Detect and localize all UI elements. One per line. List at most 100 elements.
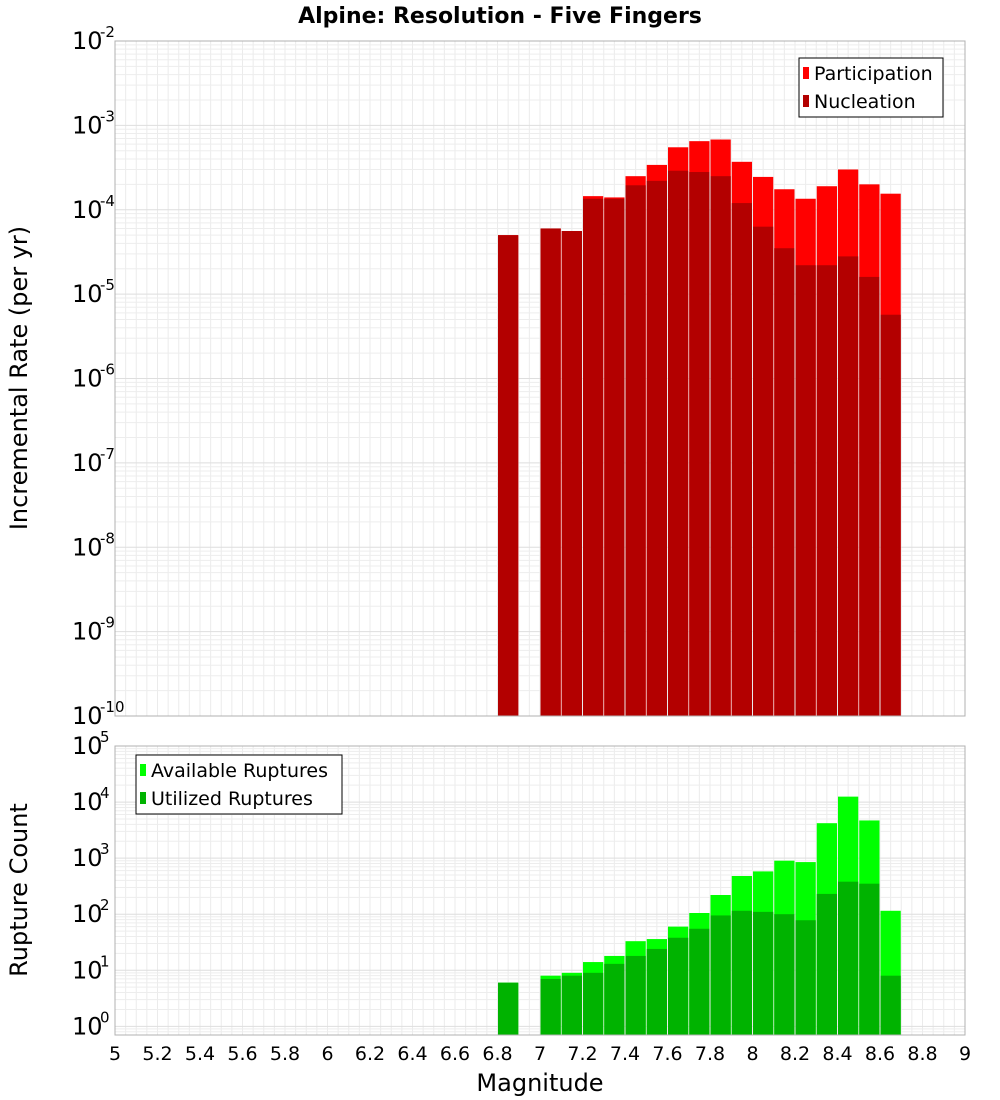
count-x-ticks: 5 5.2 5.4 5.6 5.8 6 6.2 6.4 6.6 6.8 7 7.2 7.4 7.6 7.8 8… (109, 1043, 971, 1065)
bar-nucleation (646, 180, 667, 716)
x-tick-label: 7.8 (695, 1043, 725, 1065)
count-plot-frame (114, 745, 966, 1036)
y-tick-label-base: 10 (72, 732, 103, 760)
y-tick-label-base: 10 (72, 1012, 103, 1040)
x-tick-label: 8 (746, 1043, 758, 1065)
y-tick-label-exponent: -8 (100, 529, 115, 547)
legend-label: Participation (814, 63, 933, 85)
bar-nucleation (816, 265, 837, 716)
legend-swatch (140, 764, 146, 776)
y-tick-label-base: 10 (72, 956, 103, 984)
x-axis-label: Magnitude (476, 1069, 603, 1097)
y-tick-label-base: 10 (72, 27, 103, 55)
bar-utilized-ruptures (838, 881, 859, 1035)
y-tick-label-exponent: -4 (100, 192, 115, 210)
legend-swatch (803, 67, 809, 79)
x-tick-label: 7.2 (567, 1043, 597, 1065)
legend-label: Available Ruptures (151, 760, 328, 782)
bar-nucleation (625, 185, 646, 717)
bar-nucleation (710, 176, 731, 716)
x-tick-label: 7.6 (652, 1043, 682, 1065)
x-tick-label: 5.4 (185, 1043, 215, 1065)
y-tick-label-exponent: -6 (100, 361, 115, 379)
bar-utilized-ruptures (795, 920, 816, 1035)
bar-nucleation (689, 172, 710, 716)
x-tick-label: 8.8 (907, 1043, 937, 1065)
bar-utilized-ruptures (880, 975, 901, 1035)
bar-utilized-ruptures (731, 910, 752, 1035)
bar-nucleation (498, 235, 519, 716)
legend-box (135, 754, 343, 815)
y-tick-label-exponent: 4 (100, 784, 110, 802)
x-tick-label: 7.4 (610, 1043, 640, 1065)
y-tick-label-base: 10 (72, 280, 103, 308)
bar-nucleation (604, 198, 625, 717)
legend-label: Utilized Ruptures (151, 788, 313, 810)
bar-nucleation (668, 170, 689, 716)
bar-utilized-ruptures (710, 915, 731, 1035)
bar-nucleation (731, 203, 752, 716)
legend-box (798, 57, 944, 118)
bar-nucleation (583, 198, 604, 717)
x-tick-label: 8.2 (780, 1043, 810, 1065)
x-tick-label: 6.2 (355, 1043, 385, 1065)
x-tick-label: 5.8 (270, 1043, 300, 1065)
y-tick-label-exponent: -9 (100, 614, 115, 632)
rate-grid (114, 41, 966, 717)
y-tick-label-base: 10 (72, 900, 103, 928)
bar-nucleation (838, 256, 859, 716)
rate-bars (498, 139, 901, 717)
y-tick-label-exponent: -7 (100, 445, 115, 463)
y-tick-label-base: 10 (72, 702, 103, 730)
x-tick-label: 7 (534, 1043, 546, 1065)
legend-label: Nucleation (814, 91, 916, 113)
bar-utilized-ruptures (816, 893, 837, 1035)
bar-utilized-ruptures (498, 982, 519, 1035)
bar-utilized-ruptures (540, 978, 561, 1035)
y-tick-label-exponent: 1 (100, 952, 110, 970)
bar-utilized-ruptures (604, 963, 625, 1035)
x-tick-label: 8.6 (865, 1043, 895, 1065)
bar-nucleation (753, 226, 774, 716)
y-tick-label-exponent: 3 (100, 840, 110, 858)
y-tick-label-base: 10 (72, 788, 103, 816)
x-tick-label: 6.6 (440, 1043, 470, 1065)
rate-plot-frame (114, 40, 966, 717)
y-tick-label-base: 10 (72, 844, 103, 872)
bar-utilized-ruptures (859, 883, 880, 1035)
y-tick-label-base: 10 (72, 533, 103, 561)
x-tick-label: 5.6 (227, 1043, 257, 1065)
rate-legend: Participation Nucleation (798, 57, 944, 118)
bar-nucleation (795, 265, 816, 716)
bar-nucleation (561, 230, 582, 716)
bar-utilized-ruptures (625, 955, 646, 1035)
bar-utilized-ruptures (646, 948, 667, 1035)
rate-y-axis-label: Incremental Rate (per yr) (5, 226, 33, 530)
y-tick-label-exponent: 5 (100, 728, 110, 746)
count-bars (498, 796, 901, 1035)
x-tick-label: 9 (959, 1043, 971, 1065)
x-tick-label: 6.4 (397, 1043, 427, 1065)
y-tick-label-exponent: -2 (100, 23, 115, 41)
y-tick-label-exponent: -3 (100, 107, 115, 125)
x-tick-label: 6 (321, 1043, 333, 1065)
bar-nucleation (859, 276, 880, 716)
y-tick-label-base: 10 (72, 449, 103, 477)
y-tick-label-base: 10 (72, 618, 103, 646)
bar-utilized-ruptures (668, 937, 689, 1035)
x-tick-label: 6.8 (482, 1043, 512, 1065)
y-tick-label-exponent: 0 (100, 1008, 110, 1026)
y-tick-label-exponent: -5 (100, 276, 115, 294)
bar-utilized-ruptures (753, 911, 774, 1035)
bar-utilized-ruptures (583, 972, 604, 1035)
x-tick-label: 5.2 (142, 1043, 172, 1065)
y-tick-label-base: 10 (72, 196, 103, 224)
y-tick-label-exponent: 2 (100, 896, 110, 914)
y-tick-label-exponent: -10 (100, 698, 125, 716)
bar-utilized-ruptures (774, 914, 795, 1035)
